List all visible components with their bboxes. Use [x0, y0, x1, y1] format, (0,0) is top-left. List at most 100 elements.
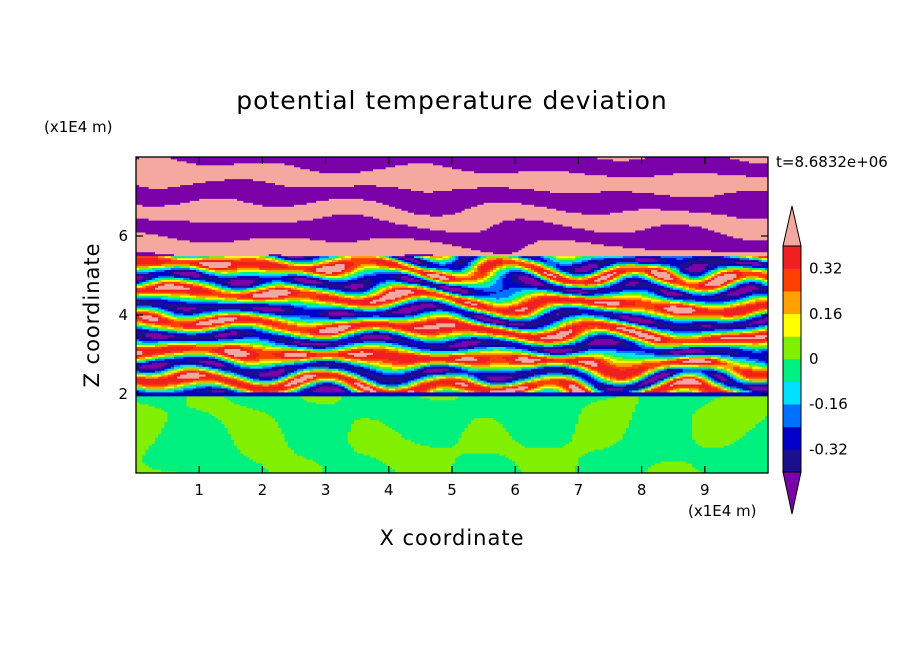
field-cell [275, 380, 279, 383]
field-cell [363, 378, 368, 381]
field-cell [512, 342, 522, 346]
field-cell [202, 271, 206, 274]
field-cell [249, 313, 257, 316]
field-cell [619, 303, 636, 306]
field-cell [433, 271, 437, 274]
field-cell [344, 309, 355, 312]
field-cell [344, 356, 355, 359]
field-cell [458, 303, 462, 306]
field-cell [556, 332, 570, 336]
field-cell [136, 449, 146, 452]
field-cell [572, 285, 579, 288]
field-cell [752, 265, 768, 268]
field-cell [401, 279, 409, 282]
field-cell [670, 318, 721, 322]
field-cell [764, 346, 768, 349]
field-cell [682, 376, 696, 379]
field-cell [455, 366, 462, 369]
field-cell [151, 362, 168, 365]
field-cell [505, 380, 513, 383]
field-cell [208, 281, 216, 284]
field-cell [376, 293, 380, 296]
field-cell [613, 269, 627, 272]
field-cell [562, 281, 570, 284]
field-cell [565, 316, 573, 320]
field-cell [666, 358, 677, 361]
field-cell [148, 281, 153, 284]
field-cell [568, 354, 579, 357]
field-cell [338, 370, 342, 373]
field-cell [587, 403, 636, 407]
field-cell [638, 291, 649, 294]
field-cell [641, 322, 671, 326]
field-cell [651, 271, 668, 274]
field-cell [420, 366, 424, 369]
field-cell [401, 273, 409, 276]
field-cell [505, 328, 510, 332]
field-cell [575, 376, 579, 379]
field-cell [173, 332, 187, 336]
field-cell [594, 358, 605, 361]
field-cell [603, 315, 611, 318]
field-cell [606, 267, 611, 270]
field-cell [581, 318, 595, 322]
field-cell [347, 360, 352, 363]
field-cell [701, 293, 706, 296]
field-cell [749, 299, 756, 302]
field-cell [518, 328, 522, 332]
field-cell [224, 384, 229, 387]
field-cell [644, 342, 652, 346]
field-cell [707, 277, 712, 280]
field-cell [654, 305, 671, 308]
field-cell [622, 433, 693, 436]
field-cell [423, 269, 431, 272]
field-cell [568, 281, 598, 284]
field-cell [284, 283, 292, 286]
field-cell [423, 324, 456, 328]
field-cell [692, 307, 699, 310]
field-cell [764, 311, 768, 314]
field-cell [587, 303, 595, 306]
field-cell [565, 366, 570, 369]
field-cell [249, 342, 263, 346]
field-cell [335, 368, 339, 371]
field-cell [445, 297, 462, 300]
field-cell [666, 330, 674, 334]
field-cell [420, 380, 424, 383]
field-cell [294, 320, 308, 324]
field-cell [745, 378, 750, 381]
field-cell [338, 348, 345, 351]
field-cell [211, 352, 219, 355]
field-cell [319, 328, 345, 332]
field-cell [136, 352, 143, 355]
field-cell [350, 271, 355, 274]
field-cell [670, 372, 674, 375]
field-cell [139, 267, 153, 270]
field-cell [534, 273, 538, 276]
field-cell [426, 316, 437, 320]
field-cell [644, 358, 668, 361]
field-cell [357, 275, 364, 278]
field-cell [518, 354, 532, 357]
field-cell [568, 441, 617, 444]
field-cell [297, 283, 304, 286]
field-cell [512, 297, 516, 300]
field-cell [290, 303, 308, 306]
field-cell [271, 378, 279, 381]
field-cell [666, 287, 671, 290]
field-cell [628, 315, 639, 318]
field-cell [521, 382, 526, 385]
field-cell [429, 263, 440, 267]
field-cell [578, 328, 586, 332]
field-cell [227, 313, 241, 316]
field-cell [496, 271, 500, 274]
field-cell [423, 285, 428, 288]
field-cell [540, 364, 551, 367]
field-cell [211, 311, 222, 314]
field-cell [698, 380, 703, 383]
field-cell [259, 275, 282, 278]
field-cell [540, 356, 548, 359]
field-cell [464, 362, 491, 365]
field-cell [237, 376, 241, 379]
field-cell [512, 386, 519, 389]
